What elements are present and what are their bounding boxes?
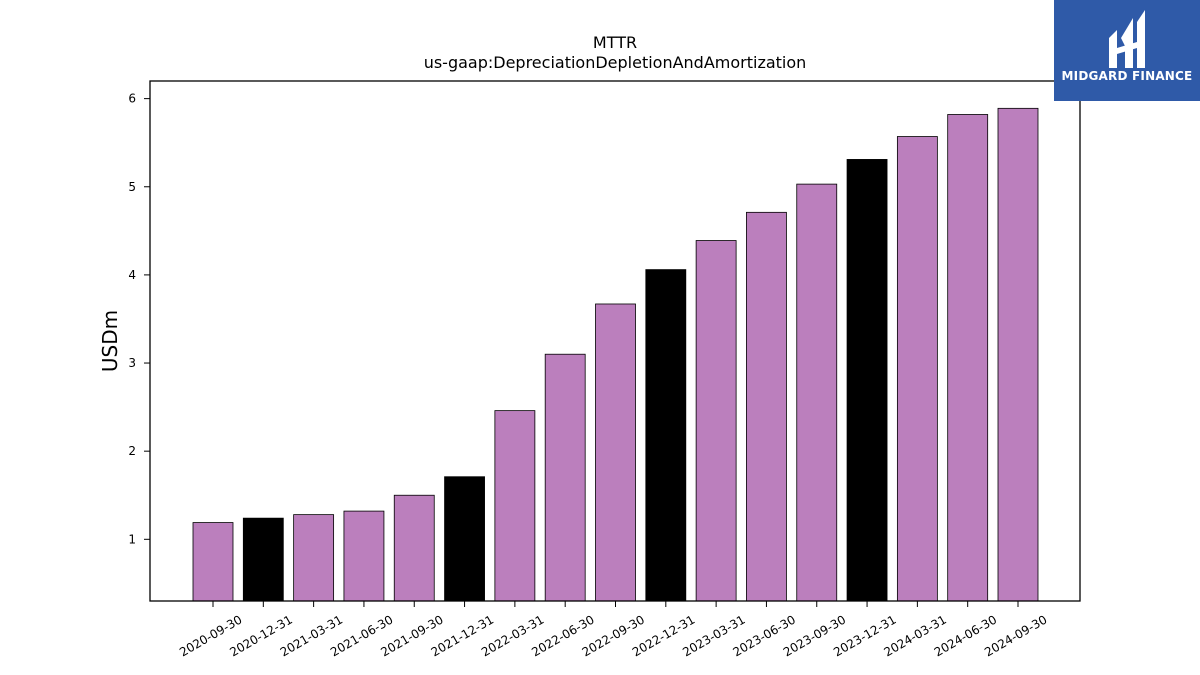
chart-subtitle: us-gaap:DepreciationDepletionAndAmortiza… xyxy=(424,53,807,72)
bar-2020-09-30 xyxy=(192,522,234,602)
bar-2021-09-30 xyxy=(393,494,435,602)
bar-2020-12-31 xyxy=(242,517,284,602)
midgard-finance-logo: MIDGARD FINANCE xyxy=(1054,0,1200,101)
x-axis-ticks: 2020-09-302020-12-312021-03-312021-06-30… xyxy=(177,601,1050,659)
bar-2023-06-30 xyxy=(746,211,787,602)
bar-2024-03-31 xyxy=(896,136,938,602)
bar-2022-09-30 xyxy=(595,303,636,602)
plot-frame xyxy=(149,80,1081,602)
logo-text: MIDGARD FINANCE xyxy=(1061,69,1193,83)
bar-2024-09-30 xyxy=(997,107,1039,602)
bar-2021-12-31 xyxy=(444,476,485,602)
bar-2023-12-31 xyxy=(846,159,888,602)
bar-2022-12-31 xyxy=(645,269,687,602)
y-tick-label: 3 xyxy=(128,356,136,370)
y-tick-label: 6 xyxy=(128,92,136,106)
bar-2021-06-30 xyxy=(343,510,385,602)
bar-2022-06-30 xyxy=(544,353,586,602)
y-tick-label: 2 xyxy=(128,444,136,458)
bar-2021-03-31 xyxy=(293,514,335,602)
y-tick-label: 1 xyxy=(128,532,136,546)
bar-2024-06-30 xyxy=(947,114,989,602)
y-axis-label: USDm xyxy=(98,310,122,372)
chart-title: MTTR xyxy=(593,33,637,52)
y-tick-label: 4 xyxy=(128,268,136,282)
y-axis-ticks: 1 2 3 4 5 6 xyxy=(128,92,150,546)
y-tick-label: 5 xyxy=(128,180,136,194)
bar-2023-09-30 xyxy=(796,183,838,602)
logo-mark-icon xyxy=(1109,10,1145,68)
bar-2023-03-31 xyxy=(695,240,737,602)
bars-group xyxy=(192,107,1039,602)
bar-2022-03-31 xyxy=(494,410,536,602)
